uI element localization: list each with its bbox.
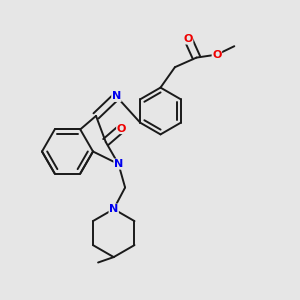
Text: O: O [183, 34, 193, 44]
Text: N: N [112, 92, 121, 101]
Text: O: O [117, 124, 126, 134]
Text: O: O [212, 50, 222, 60]
Text: N: N [109, 204, 118, 214]
Text: N: N [114, 159, 123, 169]
